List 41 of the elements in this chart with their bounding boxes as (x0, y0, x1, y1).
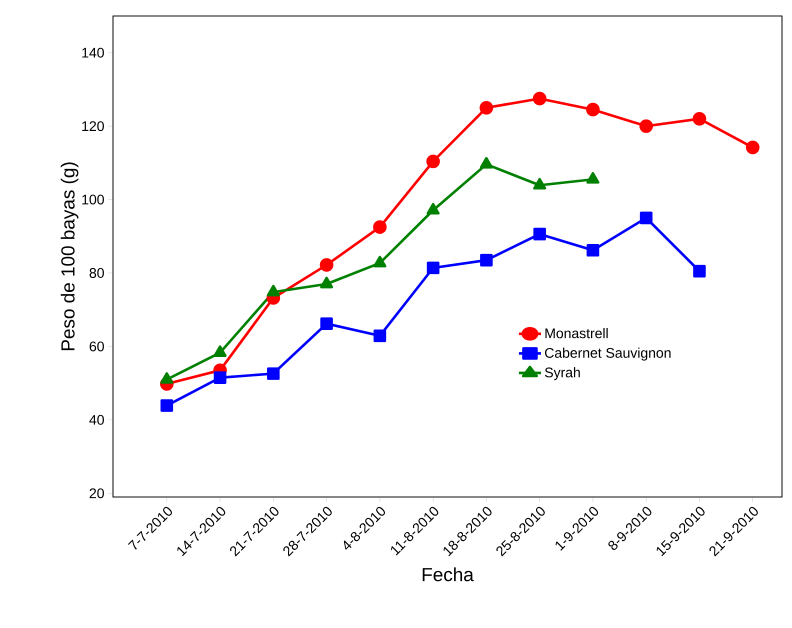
y-axis-title: Peso de 100 bayas (g) (60, 162, 78, 350)
legend-label: Cabernet Sauvignon (545, 348, 671, 361)
point (533, 228, 546, 240)
point (480, 157, 493, 169)
point (160, 372, 174, 384)
y-tick-label: 60 (90, 341, 104, 352)
legend-label: Monastrell (545, 328, 608, 338)
point (533, 178, 546, 190)
point (692, 112, 706, 126)
point (320, 317, 333, 330)
point (480, 254, 493, 266)
point (373, 220, 387, 234)
y-tick-label: 20 (90, 488, 104, 498)
y-tick-label: 100 (82, 194, 104, 205)
point (214, 371, 226, 384)
point (214, 345, 227, 357)
point (639, 119, 653, 133)
point (693, 264, 706, 278)
point (480, 100, 494, 115)
y-tick-label: 40 (89, 414, 104, 425)
point (266, 284, 280, 296)
point (640, 212, 652, 224)
point (532, 92, 546, 106)
y-tick-label: 120 (82, 121, 104, 132)
point (426, 202, 440, 215)
point (160, 399, 174, 412)
point (267, 367, 280, 380)
point (320, 258, 334, 272)
legend-label: Syrah (544, 367, 580, 380)
point (373, 256, 386, 268)
point (426, 154, 440, 168)
point (320, 276, 334, 288)
point (426, 262, 440, 274)
x-axis-title: Fecha (422, 567, 474, 582)
point (586, 172, 600, 184)
point (746, 140, 760, 154)
point (586, 244, 600, 257)
point (374, 329, 386, 342)
point (586, 102, 600, 116)
y-tick-label: 80 (90, 268, 104, 278)
y-tick-label: 140 (82, 48, 104, 58)
